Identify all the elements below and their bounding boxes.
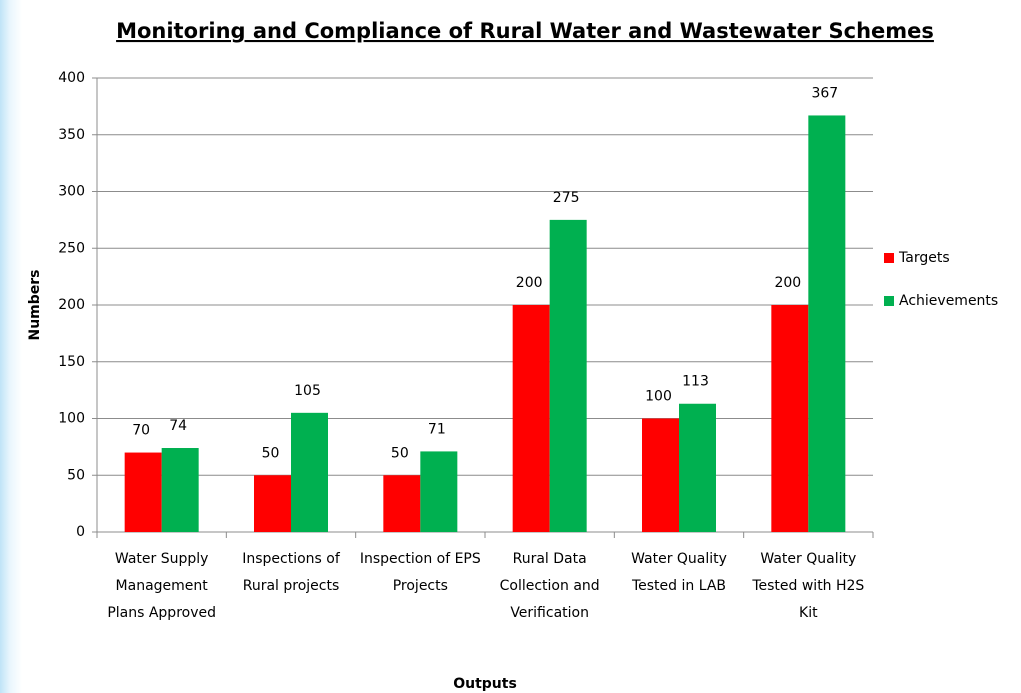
bar — [549, 219, 587, 532]
data-label: 50 — [391, 445, 409, 461]
data-label: 200 — [774, 275, 801, 291]
bar — [771, 305, 809, 532]
bar — [420, 451, 458, 532]
x-tick-label: Inspections of Rural projects — [242, 551, 340, 594]
y-tick-label: 150 — [58, 354, 85, 370]
y-tick-label: 400 — [58, 70, 85, 86]
legend-swatch — [884, 296, 894, 306]
legend-label: Achievements — [899, 293, 998, 309]
y-tick-label: 0 — [76, 524, 85, 540]
x-axis-title: Outputs — [453, 676, 517, 692]
x-tick-label: Water Supply Management Plans Approved — [107, 551, 216, 621]
data-label: 70 — [132, 423, 150, 439]
y-tick-label: 200 — [58, 297, 85, 313]
y-tick-label: 250 — [58, 240, 85, 256]
x-tick-label: Water Quality Tested with H2S Kit — [752, 551, 865, 621]
bar — [512, 305, 550, 532]
bar — [383, 475, 421, 532]
data-label: 113 — [682, 374, 709, 390]
data-label: 71 — [428, 421, 446, 437]
bar — [679, 403, 716, 532]
bar — [642, 418, 679, 532]
y-tick-label: 300 — [58, 184, 85, 200]
data-label: 105 — [294, 383, 321, 399]
bar — [161, 448, 199, 532]
data-label: 200 — [516, 275, 543, 291]
legend-label: Targets — [898, 250, 950, 266]
data-label: 74 — [169, 418, 187, 434]
y-axis-title: Numbers — [27, 269, 43, 340]
x-tick-label: Rural Data Collection and Verification — [499, 551, 600, 621]
y-tick-label: 50 — [67, 467, 85, 483]
legend-swatch — [884, 253, 894, 263]
data-label: 50 — [262, 445, 280, 461]
chart-title: Monitoring and Compliance of Rural Water… — [116, 19, 934, 43]
x-tick-label: Water Quality Tested in LAB — [631, 551, 727, 594]
bar — [808, 115, 846, 532]
bar — [254, 475, 291, 532]
bar — [124, 452, 162, 532]
x-tick-label: Inspection of EPS Projects — [359, 551, 481, 594]
y-tick-label: 350 — [58, 127, 85, 143]
data-label: 275 — [553, 190, 580, 206]
data-label: 100 — [645, 389, 672, 405]
bar — [291, 412, 328, 532]
y-tick-label: 100 — [58, 411, 85, 427]
data-label: 367 — [811, 85, 838, 101]
